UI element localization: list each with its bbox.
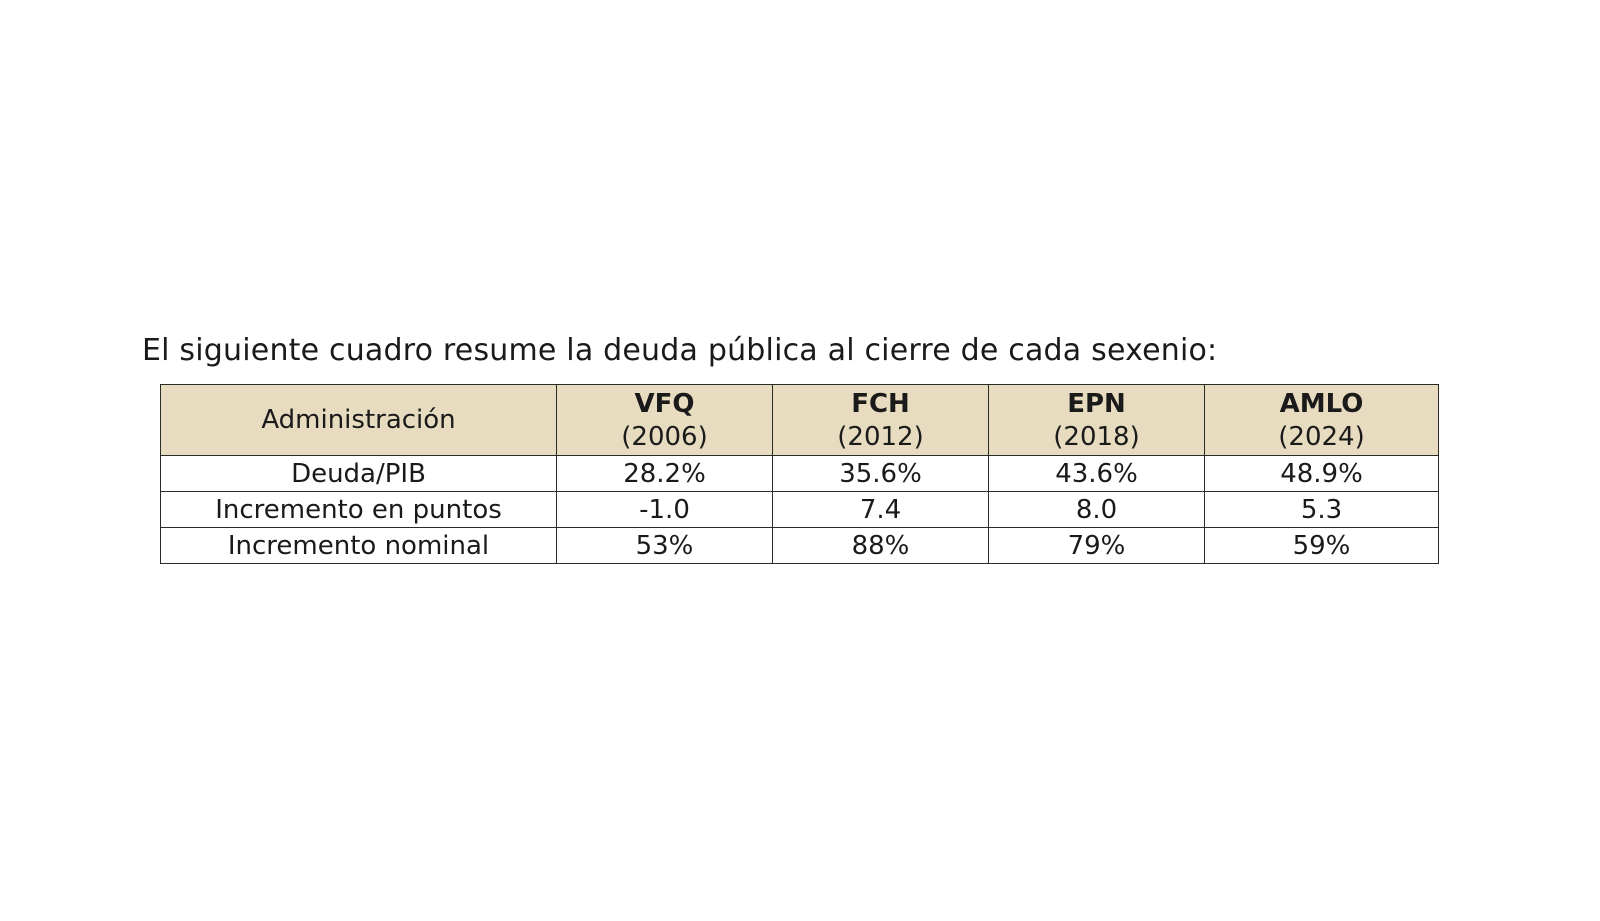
table-header-row: Administración VFQ (2006) FCH (2012) EPN… — [160, 384, 1439, 456]
header-administracion: Administración — [160, 384, 557, 456]
col-year: (2018) — [1053, 422, 1140, 452]
table-row: Deuda/PIB 28.2% 35.6% 43.6% 48.9% — [160, 455, 1439, 492]
col-abbr: AMLO — [1279, 389, 1364, 419]
row-label: Incremento nominal — [160, 527, 557, 564]
table-cell: 7.4 — [772, 491, 989, 528]
table-cell: 35.6% — [772, 455, 989, 492]
header-col-fch: FCH (2012) — [772, 384, 989, 456]
table-cell: 53% — [556, 527, 773, 564]
table-row: Incremento nominal 53% 88% 79% 59% — [160, 527, 1439, 564]
table-cell: 79% — [988, 527, 1205, 564]
col-year: (2012) — [837, 422, 924, 452]
table-cell: 28.2% — [556, 455, 773, 492]
table-cell: 5.3 — [1204, 491, 1439, 528]
header-col-amlo: AMLO (2024) — [1204, 384, 1439, 456]
header-col-epn: EPN (2018) — [988, 384, 1205, 456]
table-cell: -1.0 — [556, 491, 773, 528]
debt-table: Administración VFQ (2006) FCH (2012) EPN… — [160, 384, 1439, 564]
table-cell: 88% — [772, 527, 989, 564]
table-row: Incremento en puntos -1.0 7.4 8.0 5.3 — [160, 491, 1439, 528]
col-year: (2006) — [621, 422, 708, 452]
table-cell: 59% — [1204, 527, 1439, 564]
header-col-vfq: VFQ (2006) — [556, 384, 773, 456]
table-cell: 48.9% — [1204, 455, 1439, 492]
col-abbr: VFQ — [634, 389, 695, 419]
table-cell: 8.0 — [988, 491, 1205, 528]
col-abbr: FCH — [851, 389, 910, 419]
col-year: (2024) — [1278, 422, 1365, 452]
table-cell: 43.6% — [988, 455, 1205, 492]
row-label: Incremento en puntos — [160, 491, 557, 528]
intro-text: El siguiente cuadro resume la deuda públ… — [142, 333, 1218, 368]
row-label: Deuda/PIB — [160, 455, 557, 492]
col-abbr: EPN — [1067, 389, 1126, 419]
